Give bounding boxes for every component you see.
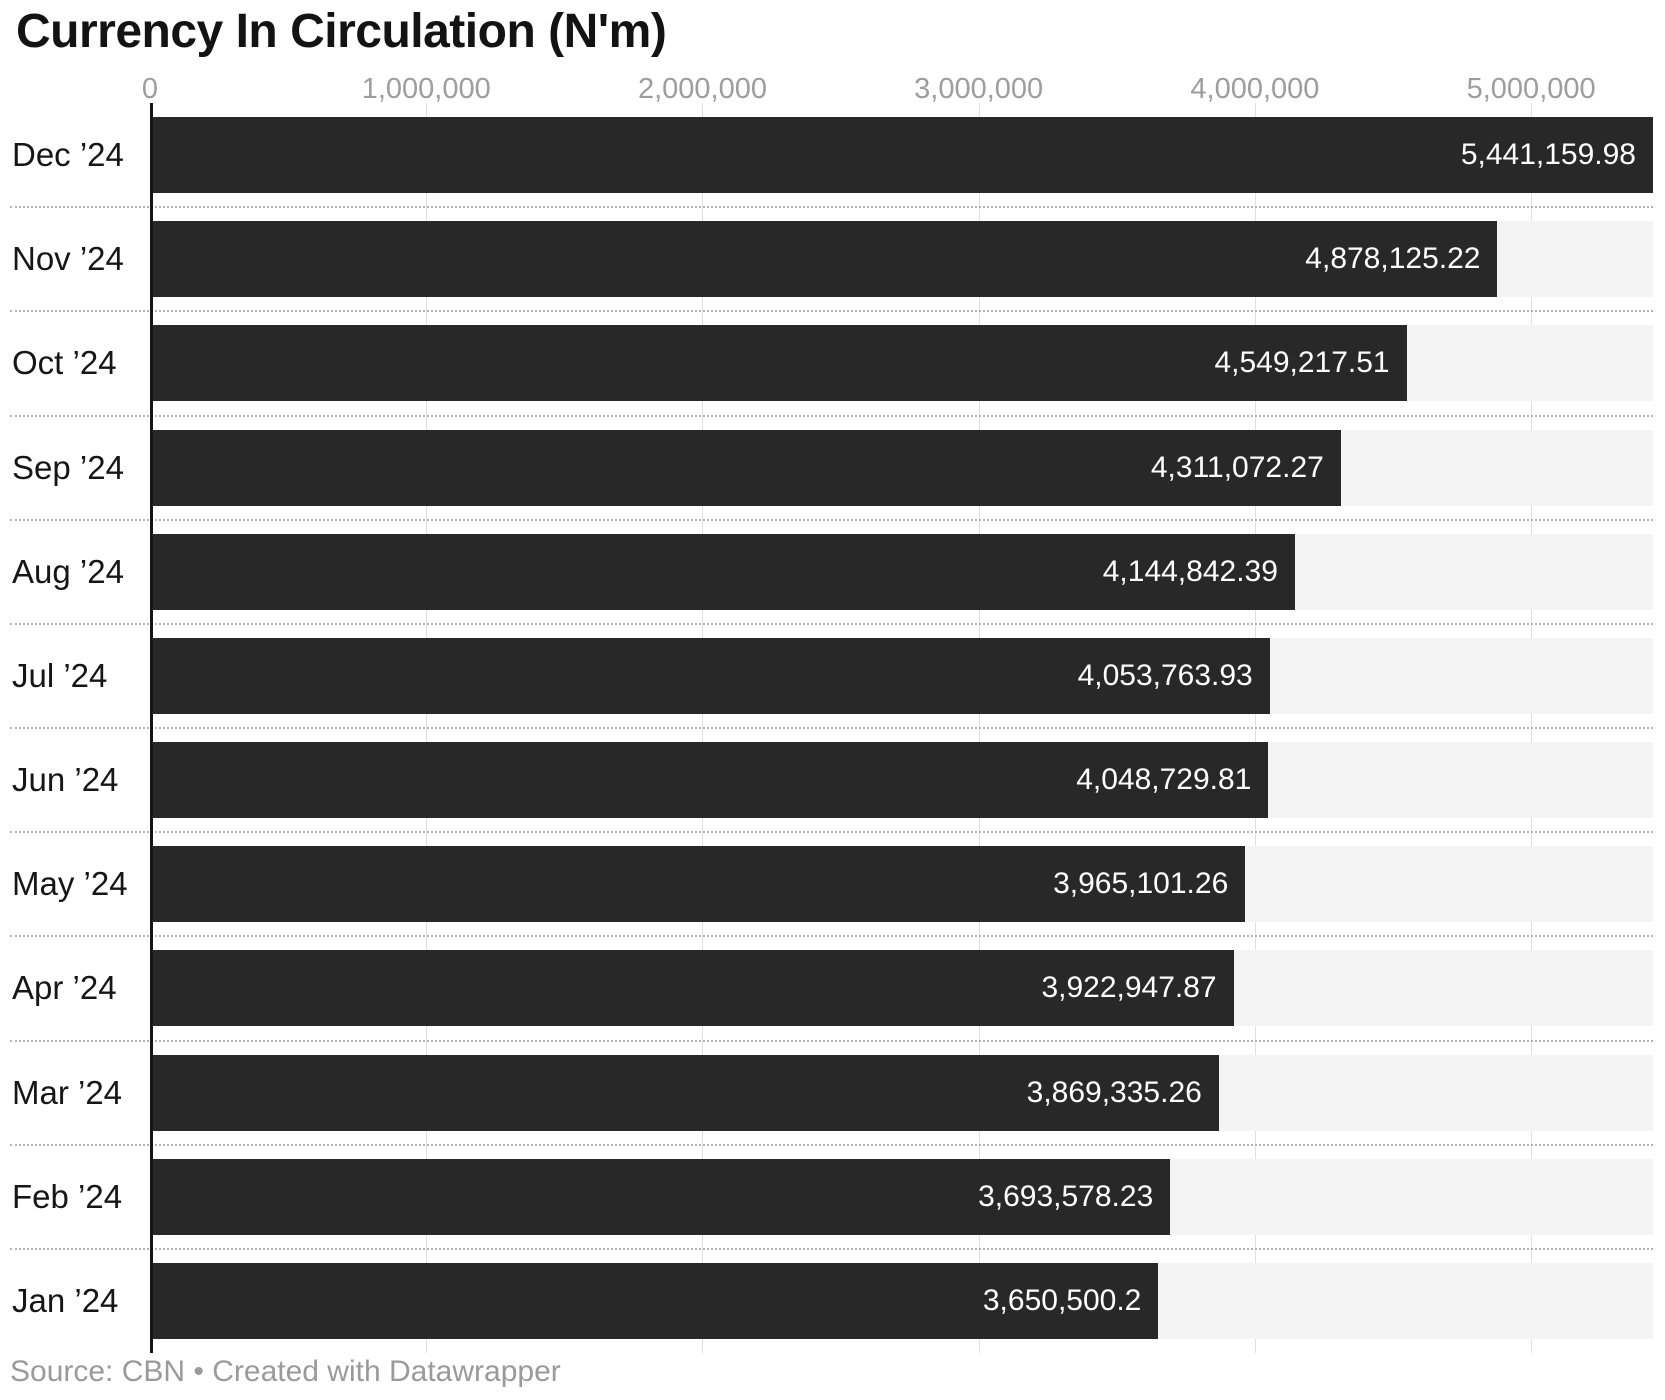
bar-row: Sep ’24 4,311,072.27 — [10, 414, 1653, 520]
bar-value-label: 4,053,763.93 — [1077, 658, 1253, 692]
bar[interactable]: 4,878,125.22 — [150, 221, 1498, 298]
category-label: Aug ’24 — [12, 552, 124, 590]
zero-axis-line — [150, 103, 153, 1353]
bar-row: Nov ’24 4,878,125.22 — [10, 206, 1653, 311]
bar[interactable]: 5,441,159.98 — [150, 117, 1653, 194]
bar-value-label: 4,549,217.51 — [1214, 346, 1390, 380]
bar-row: Jan ’24 3,650,500.2 — [10, 1247, 1653, 1353]
bar-row: Mar ’24 3,869,335.26 — [10, 1039, 1653, 1145]
category-label: Apr ’24 — [12, 969, 117, 1007]
chart-title: Currency In Circulation (N'm) — [16, 5, 667, 58]
x-axis-tick-label: 2,000,000 — [637, 73, 767, 105]
bar-value-label: 5,441,159.98 — [1460, 138, 1636, 172]
x-axis-tick-label: 1,000,000 — [361, 73, 491, 105]
x-axis-tick-label: 4,000,000 — [1190, 73, 1320, 105]
x-axis-tick-label: 5,000,000 — [1466, 73, 1596, 105]
bar[interactable]: 4,144,842.39 — [150, 533, 1295, 610]
bar-rows: Dec ’24 5,441,159.98 Nov ’24 4,878,125.2… — [10, 103, 1653, 1353]
bar-row: Feb ’24 3,693,578.23 — [10, 1143, 1653, 1249]
bar-row: Dec ’24 5,441,159.98 — [12, 103, 1653, 207]
bar[interactable]: 4,048,729.81 — [150, 742, 1269, 819]
bar[interactable]: 4,311,072.27 — [150, 429, 1341, 506]
source-credit: Source: CBN • Created with Datawrapper — [10, 1355, 561, 1388]
bar-value-label: 4,144,842.39 — [1102, 554, 1278, 588]
category-label: Jul ’24 — [12, 656, 108, 694]
bar-row: May ’24 3,965,101.26 — [10, 831, 1653, 936]
category-label: Nov ’24 — [12, 240, 124, 278]
bar[interactable]: 3,693,578.23 — [150, 1158, 1171, 1235]
x-axis-tick-label: 3,000,000 — [914, 73, 1044, 105]
category-label: Oct ’24 — [12, 344, 117, 382]
bar[interactable]: 4,053,763.93 — [150, 637, 1270, 714]
bar-row: Aug ’24 4,144,842.39 — [10, 518, 1653, 624]
bar-value-label: 4,878,125.22 — [1305, 242, 1481, 276]
bar-row: Jul ’24 4,053,763.93 — [10, 622, 1653, 728]
bar[interactable]: 3,922,947.87 — [150, 950, 1234, 1027]
plot-area: Dec ’24 5,441,159.98 Nov ’24 4,878,125.2… — [10, 103, 1653, 1353]
bar[interactable]: 3,650,500.2 — [150, 1262, 1159, 1339]
bar-row: Apr ’24 3,922,947.87 — [10, 935, 1653, 1040]
category-label: Jun ’24 — [12, 761, 119, 799]
bar-value-label: 3,693,578.23 — [978, 1179, 1154, 1213]
category-label: Feb ’24 — [12, 1177, 123, 1215]
category-label: May ’24 — [12, 865, 128, 903]
category-label: Jan ’24 — [12, 1281, 119, 1319]
bar-value-label: 4,048,729.81 — [1076, 763, 1252, 797]
bar-value-label: 3,922,947.87 — [1041, 971, 1217, 1005]
bar-value-label: 4,311,072.27 — [1150, 450, 1324, 484]
bar-value-label: 3,869,335.26 — [1026, 1075, 1202, 1109]
bar-value-label: 3,965,101.26 — [1053, 867, 1229, 901]
category-label: Mar ’24 — [12, 1073, 123, 1111]
category-label: Sep ’24 — [12, 448, 124, 486]
bar[interactable]: 3,869,335.26 — [150, 1054, 1219, 1131]
bar-row: Oct ’24 4,549,217.51 — [10, 310, 1653, 415]
x-axis-tick-label: 0 — [141, 73, 159, 105]
x-axis: 0 1,000,000 2,000,000 3,000,000 4,000,000 5,0… — [0, 73, 1665, 105]
bar-value-label: 3,650,500.2 — [982, 1283, 1142, 1317]
bar[interactable]: 4,549,217.51 — [150, 325, 1407, 402]
bar-row: Jun ’24 4,048,729.81 — [10, 727, 1653, 832]
bar[interactable]: 3,965,101.26 — [150, 846, 1246, 923]
category-label: Dec ’24 — [12, 136, 124, 174]
